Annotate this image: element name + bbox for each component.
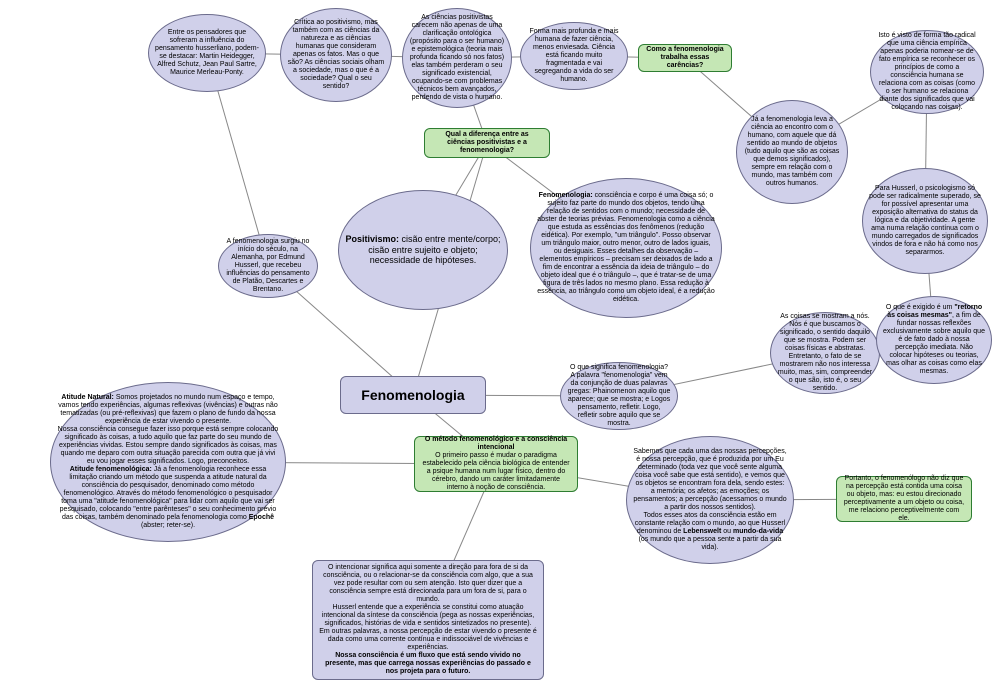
node-n_husserl[interactable]: Para Husserl, o psicologismo só pode ser… bbox=[862, 168, 988, 274]
node-text: Atitude Natural: Somos projetados no mun… bbox=[57, 394, 279, 531]
node-text: O que é exigido é um "retorno às coisas … bbox=[883, 304, 985, 376]
node-n_portanto[interactable]: Portanto, o fenomenólogo não diz que na … bbox=[836, 476, 972, 522]
node-n_como[interactable]: Como a fenomenologia trabalha essas carê… bbox=[638, 44, 732, 72]
node-text: Crítica ao positivismo, mas também com a… bbox=[287, 19, 385, 91]
node-n_critica[interactable]: Crítica ao positivismo, mas também com a… bbox=[280, 8, 392, 102]
node-text: As ciências positivistas carecem não ape… bbox=[409, 14, 505, 103]
node-n_qual[interactable]: Qual a diferença entre as ciências posit… bbox=[424, 128, 550, 158]
mindmap-canvas: Entre os pensadores que sofreram a influ… bbox=[0, 0, 1000, 698]
node-text: Para Husserl, o psicologismo só pode ser… bbox=[869, 185, 981, 257]
node-text: Positivismo: cisão entre mente/corpo; ci… bbox=[345, 234, 501, 265]
node-text: Qual a diferença entre as ciências posit… bbox=[431, 131, 543, 155]
node-text: O que significa fenomenologia? A palavra… bbox=[567, 364, 671, 428]
node-n_surgiou[interactable]: A fenomenologia surgiu no início do sécu… bbox=[218, 234, 318, 298]
node-n_title[interactable]: Fenomenologia bbox=[340, 376, 486, 414]
node-n_forma[interactable]: Forma mais profunda e mais humana de faz… bbox=[520, 22, 628, 90]
node-n_coisas[interactable]: As coisas se mostram a nós. Nós é que bu… bbox=[770, 312, 880, 394]
node-text: Portanto, o fenomenólogo não diz que na … bbox=[843, 475, 965, 523]
node-n_isto[interactable]: Isto é visto de forma tão radical que um… bbox=[870, 30, 984, 114]
node-n_influencia[interactable]: Entre os pensadores que sofreram a influ… bbox=[148, 14, 266, 92]
node-text: Isto é visto de forma tão radical que um… bbox=[877, 32, 977, 112]
node-n_atitude[interactable]: Atitude Natural: Somos projetados no mun… bbox=[50, 382, 286, 542]
node-text: Fenomenologia: consciência e corpo é uma… bbox=[537, 192, 715, 305]
node-text: O método fenomenológico e a consciência … bbox=[421, 436, 571, 492]
node-text: Forma mais profunda e mais humana de faz… bbox=[527, 28, 621, 84]
node-text: Entre os pensadores que sofreram a influ… bbox=[155, 29, 259, 77]
node-n_positivismo[interactable]: Positivismo: cisão entre mente/corpo; ci… bbox=[338, 190, 508, 310]
node-n_fenconsc[interactable]: Fenomenologia: consciência e corpo é uma… bbox=[530, 178, 722, 318]
node-text: Sabemos que cada uma das nossas percepçõ… bbox=[633, 448, 787, 553]
node-text: Já a fenomenologia leva a ciência ao enc… bbox=[743, 116, 841, 188]
node-n_significa[interactable]: O que significa fenomenologia? A palavra… bbox=[560, 362, 678, 430]
node-n_intencionar[interactable]: O intencionar significa aqui somente a d… bbox=[312, 560, 544, 680]
node-text: As coisas se mostram a nós. Nós é que bu… bbox=[777, 313, 873, 393]
node-n_metodo[interactable]: O método fenomenológico e a consciência … bbox=[414, 436, 578, 492]
node-text: Fenomenologia bbox=[347, 387, 479, 403]
node-text: A fenomenologia surgiu no início do sécu… bbox=[225, 238, 311, 294]
node-n_ja[interactable]: Já a fenomenologia leva a ciência ao enc… bbox=[736, 100, 848, 204]
node-n_sabemos[interactable]: Sabemos que cada uma das nossas percepçõ… bbox=[626, 436, 794, 564]
node-text: Como a fenomenologia trabalha essas carê… bbox=[645, 46, 725, 70]
node-n_ciencias[interactable]: As ciências positivistas carecem não ape… bbox=[402, 8, 512, 108]
node-n_retorno[interactable]: O que é exigido é um "retorno às coisas … bbox=[876, 296, 992, 384]
node-text: O intencionar significa aqui somente a d… bbox=[319, 564, 537, 677]
